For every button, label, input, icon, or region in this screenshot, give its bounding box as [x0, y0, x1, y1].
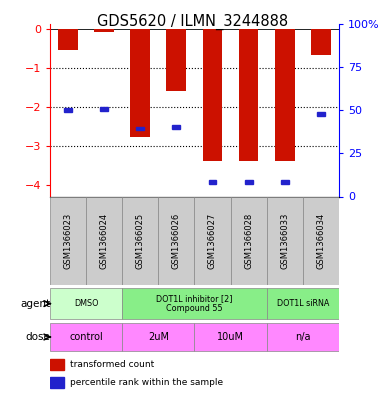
- Text: GSM1366026: GSM1366026: [172, 213, 181, 269]
- FancyBboxPatch shape: [122, 196, 158, 285]
- FancyBboxPatch shape: [158, 196, 194, 285]
- FancyBboxPatch shape: [194, 323, 266, 351]
- Text: DOT1L siRNA: DOT1L siRNA: [276, 299, 329, 308]
- Bar: [244, 180, 253, 184]
- FancyBboxPatch shape: [194, 196, 231, 285]
- Text: GSM1366033: GSM1366033: [280, 213, 289, 269]
- Bar: [50, 358, 65, 370]
- Text: percentile rank within the sample: percentile rank within the sample: [70, 378, 223, 387]
- Bar: [317, 112, 325, 116]
- Text: GDS5620 / ILMN_3244888: GDS5620 / ILMN_3244888: [97, 14, 288, 30]
- FancyBboxPatch shape: [50, 196, 86, 285]
- FancyBboxPatch shape: [122, 323, 194, 351]
- Text: DOT1L inhibitor [2]
Compound 55: DOT1L inhibitor [2] Compound 55: [156, 294, 233, 313]
- FancyBboxPatch shape: [266, 288, 339, 319]
- Text: transformed count: transformed count: [70, 360, 154, 369]
- FancyBboxPatch shape: [231, 196, 266, 285]
- FancyBboxPatch shape: [266, 196, 303, 285]
- Bar: [50, 377, 65, 388]
- Text: n/a: n/a: [295, 332, 310, 342]
- Text: control: control: [69, 332, 103, 342]
- Text: GSM1366025: GSM1366025: [136, 213, 145, 269]
- Bar: [281, 180, 289, 184]
- FancyBboxPatch shape: [266, 323, 339, 351]
- Bar: [136, 127, 144, 130]
- Text: GSM1366034: GSM1366034: [316, 213, 325, 269]
- Bar: [64, 108, 72, 112]
- Text: GSM1366024: GSM1366024: [100, 213, 109, 269]
- Text: agent: agent: [20, 299, 50, 309]
- Text: GSM1366027: GSM1366027: [208, 213, 217, 269]
- Text: GSM1366028: GSM1366028: [244, 213, 253, 269]
- Bar: [275, 29, 295, 161]
- Bar: [203, 29, 223, 161]
- Text: DMSO: DMSO: [74, 299, 99, 308]
- Bar: [166, 29, 186, 91]
- Bar: [58, 29, 78, 50]
- Bar: [100, 107, 108, 111]
- Text: 2uM: 2uM: [148, 332, 169, 342]
- FancyBboxPatch shape: [122, 288, 266, 319]
- FancyBboxPatch shape: [303, 196, 339, 285]
- FancyBboxPatch shape: [86, 196, 122, 285]
- Bar: [209, 180, 216, 184]
- Bar: [172, 125, 180, 129]
- Text: GSM1366023: GSM1366023: [64, 213, 73, 269]
- Bar: [239, 29, 258, 161]
- Bar: [311, 29, 331, 55]
- FancyBboxPatch shape: [50, 323, 122, 351]
- Text: 10uM: 10uM: [217, 332, 244, 342]
- Text: dose: dose: [25, 332, 50, 342]
- FancyBboxPatch shape: [50, 288, 122, 319]
- Bar: [94, 29, 114, 32]
- Bar: [131, 29, 150, 138]
